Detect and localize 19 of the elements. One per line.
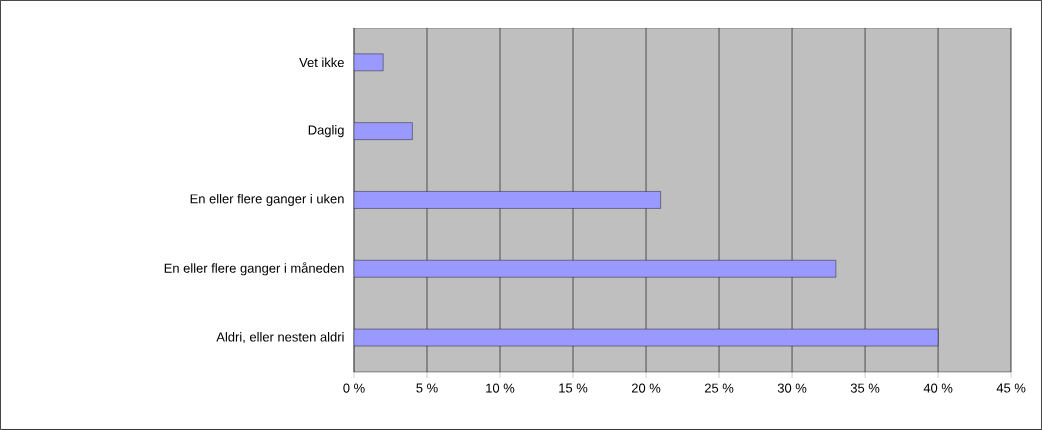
x-tick-label: 40 % [923,383,953,393]
x-tick-label: 35 % [850,383,880,393]
bar [353,122,413,140]
x-tick-label: 30 % [777,383,807,393]
x-tick-label: 10 % [486,383,515,393]
y-tick-label: Aldri, eller nesten aldri [216,332,344,344]
x-tick-label: 45 % [996,383,1026,393]
y-tick-label: En eller flere ganger i uken [190,193,344,207]
y-tick-label: En eller flere ganger i måneden [164,262,344,276]
x-tick-label: 15 % [559,383,588,393]
bar [353,53,384,72]
y-tick-label: Vet ikke [299,57,344,68]
x-tick-label: 5 % [416,383,438,393]
bar [353,260,837,278]
y-tick-label: Daglig [308,125,344,138]
x-tick-label: 20 % [631,383,661,393]
bar [353,191,661,209]
x-tick-label: 25 % [704,383,734,393]
x-tick-label: 0 % [343,383,365,393]
